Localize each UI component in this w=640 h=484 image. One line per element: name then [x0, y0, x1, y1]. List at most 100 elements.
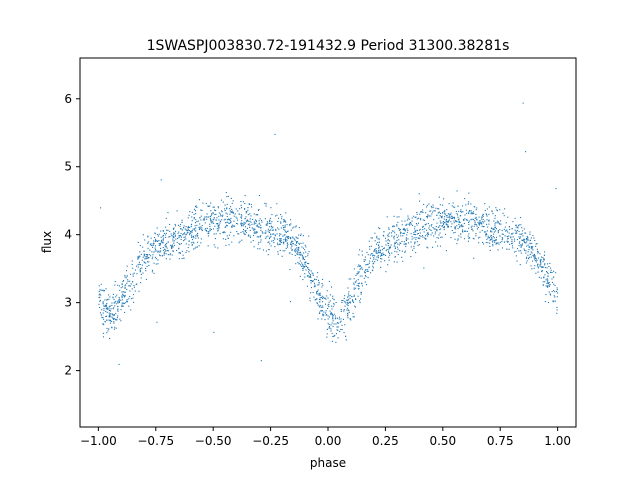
data-point [185, 251, 187, 253]
data-point [550, 271, 552, 273]
data-point [383, 247, 385, 249]
data-point [262, 232, 264, 234]
data-point [477, 237, 479, 239]
data-point [418, 244, 420, 246]
data-point [347, 317, 349, 319]
data-point [556, 306, 558, 308]
data-point [179, 252, 181, 254]
data-point [265, 203, 267, 205]
data-point [232, 212, 234, 214]
data-point [305, 265, 307, 267]
data-point [172, 240, 174, 242]
data-point [163, 232, 165, 234]
data-point [238, 242, 240, 244]
data-point [468, 233, 470, 235]
data-point [514, 217, 516, 219]
data-point [207, 205, 209, 207]
data-point [274, 246, 276, 248]
data-point [280, 222, 282, 224]
data-point [526, 256, 528, 258]
data-point [248, 223, 250, 225]
data-point [153, 272, 155, 274]
data-point [375, 250, 377, 252]
data-point [105, 305, 107, 307]
data-point [499, 229, 501, 231]
data-point [363, 259, 365, 261]
data-point [343, 297, 345, 299]
data-point [467, 240, 469, 242]
data-point [397, 248, 399, 250]
data-point [206, 227, 208, 229]
data-point [539, 260, 541, 262]
data-point [370, 245, 372, 247]
data-point [526, 236, 528, 238]
data-point [125, 277, 127, 279]
data-point [441, 236, 443, 238]
data-point [431, 232, 433, 234]
data-point [251, 206, 253, 208]
data-point [419, 232, 421, 234]
data-point [509, 228, 511, 230]
data-point [129, 280, 131, 282]
data-point [470, 203, 472, 205]
data-point [113, 302, 115, 304]
data-point [218, 219, 220, 221]
data-point [316, 298, 318, 300]
data-point [358, 264, 360, 266]
data-point [302, 264, 304, 266]
data-point [113, 314, 115, 316]
data-point [497, 249, 499, 251]
data-point [511, 243, 513, 245]
data-point [435, 207, 437, 209]
data-point [543, 276, 545, 278]
data-point [198, 226, 200, 228]
data-point [551, 281, 553, 283]
data-point [313, 286, 315, 288]
data-point [490, 235, 492, 237]
data-point [291, 249, 293, 251]
data-point [412, 249, 414, 251]
data-point [528, 249, 530, 251]
data-point [374, 240, 376, 242]
data-point [127, 279, 129, 281]
data-point [278, 243, 280, 245]
data-point [240, 222, 242, 224]
data-point [179, 235, 181, 237]
data-point [377, 251, 379, 253]
data-point [106, 327, 108, 329]
data-point [494, 217, 496, 219]
data-point [293, 226, 295, 228]
data-point [436, 222, 438, 224]
data-point [347, 302, 349, 304]
data-point [329, 327, 331, 329]
data-point [242, 201, 244, 203]
data-point [301, 246, 303, 248]
data-point [372, 270, 374, 272]
data-point [414, 228, 416, 230]
data-point [310, 292, 312, 294]
data-point [398, 229, 400, 231]
data-point [287, 230, 289, 232]
data-point [214, 214, 216, 216]
data-point [556, 309, 558, 311]
data-point [382, 234, 384, 236]
data-point [140, 277, 142, 279]
data-point [544, 264, 546, 266]
data-point [109, 314, 111, 316]
data-point [218, 224, 220, 226]
data-point [295, 244, 297, 246]
data-point [271, 225, 273, 227]
data-point [277, 242, 279, 244]
data-point [442, 226, 444, 228]
data-point [333, 335, 335, 337]
data-point [337, 329, 339, 331]
data-point [493, 239, 495, 241]
data-point [500, 220, 502, 222]
data-point [521, 227, 523, 229]
data-point [169, 236, 171, 238]
data-point [350, 278, 352, 280]
data-point [182, 254, 184, 256]
data-point [187, 217, 189, 219]
data-point [549, 284, 551, 286]
data-point [257, 214, 259, 216]
